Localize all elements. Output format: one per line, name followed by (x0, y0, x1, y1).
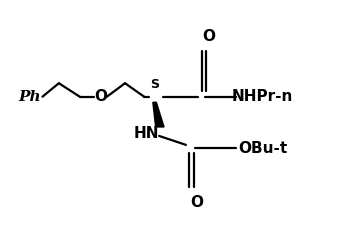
Text: S: S (150, 78, 159, 91)
Text: O: O (190, 195, 203, 210)
Text: NHPr-n: NHPr-n (232, 89, 293, 104)
Text: HN: HN (133, 126, 159, 141)
Text: OBu-t: OBu-t (238, 141, 287, 156)
Polygon shape (153, 102, 164, 127)
Text: Ph: Ph (18, 90, 41, 104)
Text: O: O (202, 29, 215, 44)
Text: O: O (94, 89, 107, 104)
